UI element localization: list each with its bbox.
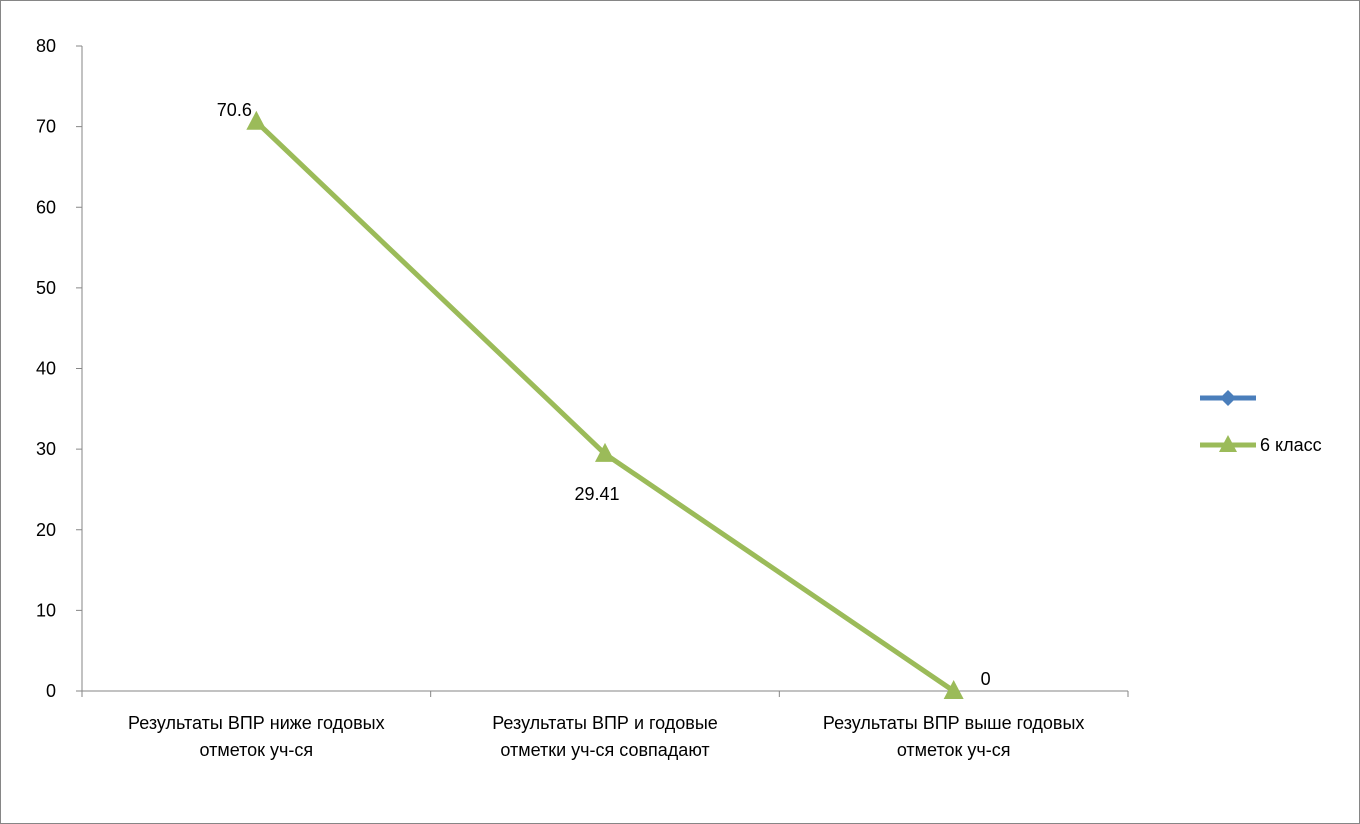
x-category-label: Результаты ВПР ниже годовых отметок уч-ся [128, 713, 385, 760]
series-line [254, 119, 956, 694]
y-tick-label: 60 [36, 197, 56, 217]
y-tick-label: 20 [36, 520, 56, 540]
x-category-label-line: отметок уч-ся [897, 740, 1011, 760]
y-tick-label: 70 [36, 117, 56, 137]
x-category-label-line: Результаты ВПР ниже годовых [128, 713, 385, 733]
y-tick-label: 10 [36, 600, 56, 620]
data-point-marker [246, 110, 267, 130]
x-category-label: Результаты ВПР и годовые отметки уч-ся со… [492, 713, 718, 760]
x-category-label-line: отметок уч-ся [199, 740, 313, 760]
data-point-marker [595, 442, 615, 462]
legend-label: 6 класс [1260, 435, 1322, 455]
x-category-label-line: Результаты ВПР выше годовых [823, 713, 1085, 733]
y-tick-label: 40 [36, 359, 56, 379]
data-label: 29.41 [574, 484, 619, 504]
legend-marker-diamond [1220, 390, 1236, 406]
y-tick-label: 50 [36, 278, 56, 298]
x-category-label-line: отметки уч-ся совпадают [500, 740, 709, 760]
legend-marker-triangle [1219, 435, 1237, 452]
data-point-marker [943, 680, 964, 699]
x-category-label: Результаты ВПР выше годовых отметок уч-ся [823, 713, 1085, 760]
x-category-label-line: Результаты ВПР и годовые [492, 713, 718, 733]
data-label: 70.6 [217, 100, 252, 120]
data-label: 0 [981, 669, 991, 689]
y-tick-label: 80 [36, 36, 56, 56]
y-tick-label: 30 [36, 439, 56, 459]
y-tick-label: 0 [46, 681, 56, 701]
